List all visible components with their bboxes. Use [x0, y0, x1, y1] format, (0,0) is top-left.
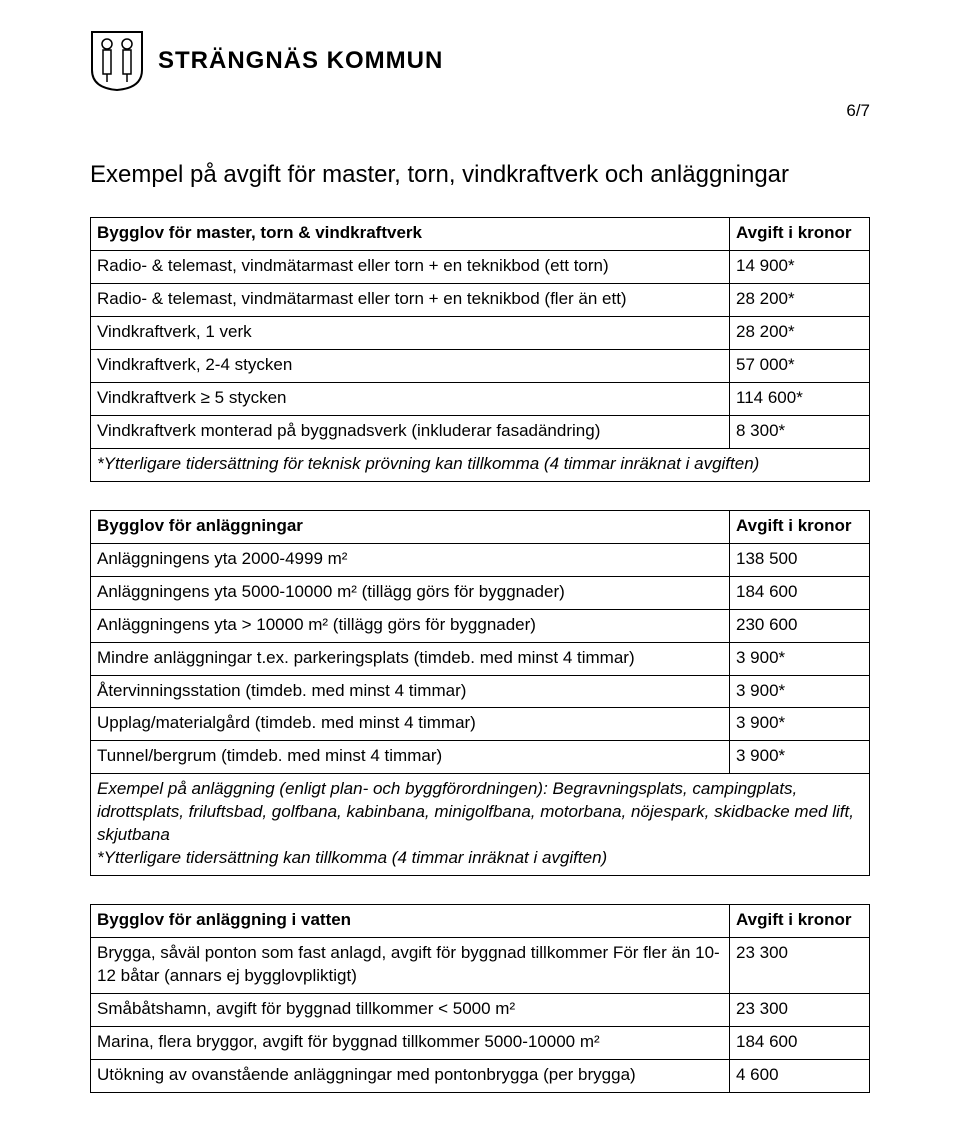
row-label: Anläggningens yta 2000-4999 m²	[91, 543, 730, 576]
brand-name: STRÄNGNÄS KOMMUN	[158, 45, 443, 77]
table-row: Återvinningsstation (timdeb. med minst 4…	[91, 675, 870, 708]
table-row: Anläggningens yta 2000-4999 m²138 500	[91, 543, 870, 576]
col-header-left: Bygglov för master, torn & vindkraftverk	[91, 218, 730, 251]
row-label: Vindkraftverk, 2-4 stycken	[91, 350, 730, 383]
table-row: Vindkraftverk monterad på byggnadsverk (…	[91, 415, 870, 448]
col-header-right: Avgift i kronor	[730, 218, 870, 251]
table-row: Anläggningens yta > 10000 m² (tillägg gö…	[91, 609, 870, 642]
table-footnote: *Ytterligare tidersättning för teknisk p…	[91, 448, 870, 481]
row-value: 57 000*	[730, 350, 870, 383]
col-header-left: Bygglov för anläggningar	[91, 510, 730, 543]
col-header-left: Bygglov för anläggning i vatten	[91, 905, 730, 938]
row-value: 4 600	[730, 1059, 870, 1092]
row-label: Vindkraftverk, 1 verk	[91, 317, 730, 350]
row-value: 28 200*	[730, 317, 870, 350]
table-anlaggning-vatten: Bygglov för anläggning i vatten Avgift i…	[90, 904, 870, 1093]
col-header-right: Avgift i kronor	[730, 905, 870, 938]
row-label: Tunnel/bergrum (timdeb. med minst 4 timm…	[91, 741, 730, 774]
row-value: 3 900*	[730, 642, 870, 675]
table-footnote-row: Exempel på anläggning (enligt plan- och …	[91, 774, 870, 876]
page-number: 6/7	[90, 100, 870, 123]
table-row: Tunnel/bergrum (timdeb. med minst 4 timm…	[91, 741, 870, 774]
table-header-row: Bygglov för master, torn & vindkraftverk…	[91, 218, 870, 251]
table-row: Anläggningens yta 5000-10000 m² (tillägg…	[91, 576, 870, 609]
table-row: Upplag/materialgård (timdeb. med minst 4…	[91, 708, 870, 741]
section-title: Exempel på avgift för master, torn, vind…	[90, 159, 870, 191]
table-row: Vindkraftverk ≥ 5 stycken114 600*	[91, 383, 870, 416]
row-value: 23 300	[730, 993, 870, 1026]
row-label: Marina, flera bryggor, avgift för byggna…	[91, 1026, 730, 1059]
table-row: Småbåtshamn, avgift för byggnad tillkomm…	[91, 993, 870, 1026]
row-value: 23 300	[730, 938, 870, 994]
table-row: Radio- & telemast, vindmätarmast eller t…	[91, 284, 870, 317]
row-label: Radio- & telemast, vindmätarmast eller t…	[91, 284, 730, 317]
row-value: 8 300*	[730, 415, 870, 448]
row-value: 3 900*	[730, 675, 870, 708]
table-row: Mindre anläggningar t.ex. parkeringsplat…	[91, 642, 870, 675]
row-label: Radio- & telemast, vindmätarmast eller t…	[91, 251, 730, 284]
row-label: Utökning av ovanstående anläggningar med…	[91, 1059, 730, 1092]
document-header: STRÄNGNÄS KOMMUN	[90, 30, 870, 92]
table-row: Utökning av ovanstående anläggningar med…	[91, 1059, 870, 1092]
row-label: Mindre anläggningar t.ex. parkeringsplat…	[91, 642, 730, 675]
table-row: Marina, flera bryggor, avgift för byggna…	[91, 1026, 870, 1059]
col-header-right: Avgift i kronor	[730, 510, 870, 543]
row-value: 114 600*	[730, 383, 870, 416]
row-label: Anläggningens yta > 10000 m² (tillägg gö…	[91, 609, 730, 642]
table-anlaggningar: Bygglov för anläggningar Avgift i kronor…	[90, 510, 870, 876]
row-label: Brygga, såväl ponton som fast anlagd, av…	[91, 938, 730, 994]
table-row: Vindkraftverk, 1 verk28 200*	[91, 317, 870, 350]
row-value: 3 900*	[730, 741, 870, 774]
row-value: 184 600	[730, 576, 870, 609]
table-footnote: Exempel på anläggning (enligt plan- och …	[91, 774, 870, 876]
row-value: 138 500	[730, 543, 870, 576]
row-label: Vindkraftverk ≥ 5 stycken	[91, 383, 730, 416]
table-master-torn-vindkraftverk: Bygglov för master, torn & vindkraftverk…	[90, 217, 870, 482]
row-value: 230 600	[730, 609, 870, 642]
row-label: Småbåtshamn, avgift för byggnad tillkomm…	[91, 993, 730, 1026]
row-label: Anläggningens yta 5000-10000 m² (tillägg…	[91, 576, 730, 609]
table-row: Vindkraftverk, 2-4 stycken57 000*	[91, 350, 870, 383]
row-value: 14 900*	[730, 251, 870, 284]
table-header-row: Bygglov för anläggningar Avgift i kronor	[91, 510, 870, 543]
row-label: Återvinningsstation (timdeb. med minst 4…	[91, 675, 730, 708]
table-header-row: Bygglov för anläggning i vatten Avgift i…	[91, 905, 870, 938]
shield-logo-icon	[90, 30, 144, 92]
table-row: Radio- & telemast, vindmätarmast eller t…	[91, 251, 870, 284]
row-value: 28 200*	[730, 284, 870, 317]
table-footnote-row: *Ytterligare tidersättning för teknisk p…	[91, 448, 870, 481]
row-label: Vindkraftverk monterad på byggnadsverk (…	[91, 415, 730, 448]
row-value: 184 600	[730, 1026, 870, 1059]
row-value: 3 900*	[730, 708, 870, 741]
table-row: Brygga, såväl ponton som fast anlagd, av…	[91, 938, 870, 994]
row-label: Upplag/materialgård (timdeb. med minst 4…	[91, 708, 730, 741]
